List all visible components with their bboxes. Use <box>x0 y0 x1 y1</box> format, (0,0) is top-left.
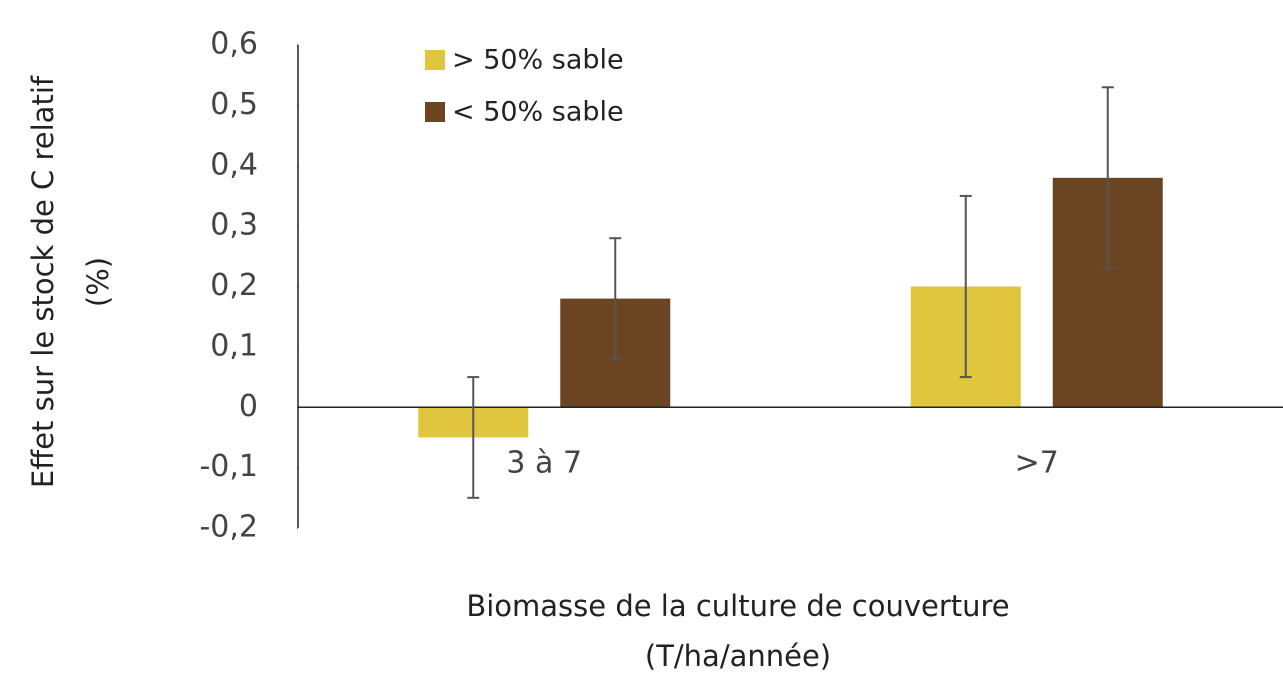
legend-swatch <box>425 50 445 70</box>
y-tick-label: -0,2 <box>199 510 258 545</box>
x-axis-label: Biomasse de la culture de couverture <box>466 589 1009 623</box>
y-tick-label: 0,1 <box>210 328 258 363</box>
y-tick-label: 0,2 <box>210 268 258 303</box>
x-axis-label: (T/ha/année) <box>645 639 831 673</box>
error-bar <box>959 194 972 379</box>
y-tick-label: 0,4 <box>210 147 258 182</box>
y-tick-label: 0,5 <box>210 87 258 122</box>
error-bar <box>1101 86 1114 270</box>
y-tick-label: 0 <box>239 389 258 424</box>
error-bar <box>609 237 622 360</box>
y-tick-label: -0,1 <box>199 449 258 484</box>
y-axis-label: (%) <box>81 257 115 307</box>
legend-label: > 50% sable <box>452 45 624 76</box>
legend-label: < 50% sable <box>452 97 624 128</box>
x-tick-label: >7 <box>1015 446 1059 481</box>
y-tick-label: 0,6 <box>210 27 258 62</box>
y-axis-label: Effet sur le stock de C relatif <box>26 75 60 488</box>
y-tick-label: 0,3 <box>210 208 258 243</box>
x-tick-label: 3 à 7 <box>506 446 582 481</box>
error-bar <box>467 376 480 499</box>
legend-swatch <box>425 102 445 122</box>
